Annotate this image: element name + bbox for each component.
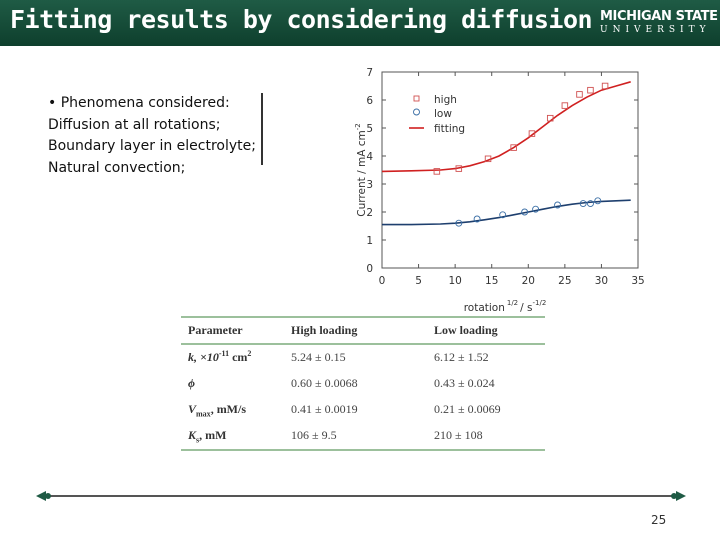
data-point-low (587, 200, 594, 208)
legend-low-marker (413, 108, 420, 116)
y-tick-label: 0 (366, 263, 373, 275)
current-vs-rotation-chart: Current / mA cm-2 rotation 1/2/ s-1/2 0 5 1… (354, 67, 645, 314)
y-axis-label-text: Current / mA cm (356, 130, 368, 216)
parameter-table: Parameter High loading Low loading k, ×1… (181, 316, 545, 451)
bullet-item: Boundary layer in electrolyte; (48, 138, 256, 154)
legend-low-label: low (434, 108, 452, 120)
data-point-high (576, 91, 583, 98)
data-point-high (510, 144, 517, 151)
data-point-low (499, 211, 507, 219)
data-point-high (455, 165, 463, 172)
data-point-high (587, 86, 594, 94)
high-loading-cell: 5.24 ± 0.15 (291, 349, 346, 364)
right-end-dot-icon (671, 493, 677, 499)
x-axis-label-sup2: -1/2 (533, 299, 547, 307)
y-tick-label: 4 (366, 151, 373, 163)
x-axis-label-sup1: 1/2 (507, 299, 518, 307)
fit-line-low (382, 199, 631, 226)
legend-high-label: high (434, 94, 457, 106)
high-loading-cell: 0.60 ± 0.0068 (291, 375, 358, 390)
data-point-low (554, 201, 561, 209)
x-tick-label: 5 (415, 275, 422, 287)
low-loading-cell: 0.43 ± 0.024 (434, 375, 495, 390)
legend: high low fitting (409, 94, 465, 135)
y-tick-label: 2 (366, 207, 373, 219)
slide-title: Fitting results by considering diffusion (10, 5, 593, 34)
data-point-high (561, 102, 569, 109)
table-row: Vmax, mM/s 0.41 ± 0.0019 0.21 ± 0.0069 (181, 397, 545, 424)
x-tick-label: 15 (485, 275, 498, 287)
text-box-border (261, 93, 263, 165)
title-bar: Fitting results by considering diffusion… (0, 0, 720, 46)
data-point-low (473, 215, 481, 223)
high-loading-cell: 0.41 ± 0.0019 (291, 402, 358, 417)
plot-frame (381, 71, 639, 269)
table-row: k, ×10-11 cm2 5.24 ± 0.15 6.12 ± 1.52 (181, 344, 545, 371)
x-axis-label-mid: / s (520, 302, 532, 314)
data-point-low (455, 219, 463, 227)
bullet-heading: • Phenomena considered: (48, 95, 230, 111)
logo-line-2: UNIVERSITY (600, 25, 711, 35)
data-point-low (594, 197, 602, 205)
right-arrowhead-icon (676, 491, 686, 501)
header-parameter: Parameter (188, 322, 243, 337)
table-header-row: Parameter High loading Low loading (181, 317, 545, 344)
table-row: Ks, mM 106 ± 9.5 210 ± 108 (181, 423, 545, 450)
low-loading-cell: 6.12 ± 1.52 (434, 349, 489, 364)
y-tick-label: 6 (366, 95, 373, 107)
bullet-list: • Phenomena considered: Diffusion at all… (48, 93, 264, 183)
y-tick-label: 5 (366, 123, 373, 135)
x-axis-label: rotation 1/2/ s-1/2 (464, 299, 547, 314)
data-point-low (579, 200, 587, 208)
left-arrowhead-icon (36, 491, 46, 501)
data-point-high (433, 168, 441, 175)
legend-high-marker (413, 95, 420, 102)
y-axis-label-sup: -2 (354, 123, 362, 130)
bullet-item: Natural convection; (48, 159, 186, 176)
low-loading-cell: 210 ± 108 (434, 428, 483, 443)
y-axis-label: Current / mA cm-2 (354, 123, 368, 216)
data-point-low (521, 208, 529, 216)
y-tick-label: 3 (366, 179, 373, 191)
university-logo: MICHIGAN STATE UNIVERSITY (600, 9, 718, 36)
fit-line-high (381, 81, 631, 173)
data-point-high (484, 155, 492, 163)
param-cell-ks: Ks, mM (188, 427, 227, 444)
footer-divider (36, 491, 686, 501)
page-number: 25 (651, 513, 667, 527)
data-point-high (601, 82, 609, 90)
x-tick-label: 20 (522, 275, 535, 287)
legend-fitting-label: fitting (434, 123, 465, 135)
y-tick-label: 1 (366, 235, 373, 247)
x-tick-label: 35 (631, 275, 644, 287)
left-end-dot-icon (45, 493, 51, 499)
param-cell-phi: ϕ (188, 375, 195, 390)
header-high-loading: High loading (291, 322, 358, 337)
y-tick-label: 7 (366, 67, 373, 79)
high-loading-cell: 106 ± 9.5 (291, 428, 337, 443)
low-loading-cell: 0.21 ± 0.0069 (434, 402, 501, 417)
header-low-loading: Low loading (434, 322, 498, 337)
x-tick-label: 10 (448, 275, 461, 287)
param-cell-vmax: Vmax, mM/s (188, 401, 247, 418)
data-point-high (546, 114, 554, 122)
x-tick-label: 25 (558, 275, 571, 287)
param-cell-k: k, ×10-11 cm2 (188, 349, 252, 365)
bullet-item: Diffusion at all rotations; (48, 116, 221, 133)
x-axis-label-text: rotation (464, 302, 505, 314)
svg-text:Current / mA cm-2: Current / mA cm-2 (354, 123, 368, 216)
x-tick-label: 30 (595, 275, 608, 287)
logo-line-1: MICHIGAN STATE (600, 9, 718, 24)
table-row: ϕ 0.60 ± 0.0068 0.43 ± 0.024 (181, 370, 545, 397)
data-point-high (528, 130, 536, 137)
x-tick-label: 0 (379, 275, 386, 287)
data-point-low (532, 205, 540, 213)
